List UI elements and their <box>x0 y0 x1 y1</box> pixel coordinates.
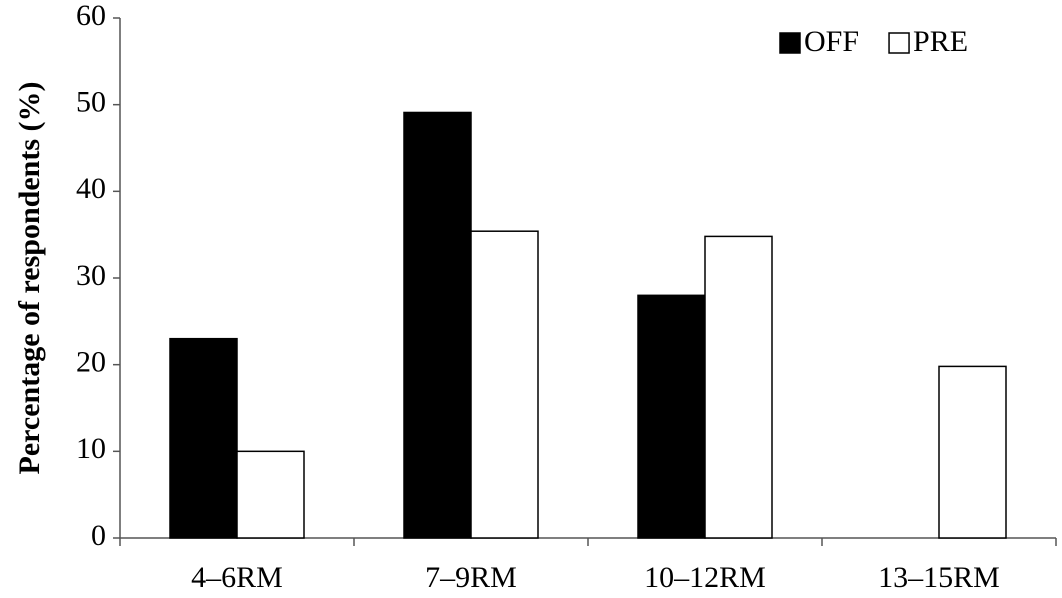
bar <box>938 365 1007 539</box>
bar <box>169 337 238 539</box>
legend-swatch <box>888 32 910 54</box>
x-tick-label: 4–6RM <box>191 561 283 594</box>
bar <box>236 450 305 539</box>
y-tick-label: 40 <box>76 172 106 205</box>
legend-swatch <box>779 32 801 54</box>
y-axis-title: Percentage of respondents (%) <box>13 82 46 475</box>
bar <box>637 294 706 539</box>
y-tick-label: 60 <box>76 0 106 32</box>
y-tick-label: 50 <box>76 86 106 119</box>
y-tick-label: 20 <box>76 346 106 379</box>
x-tick-label: 10–12RM <box>644 561 766 594</box>
bar <box>470 230 539 539</box>
y-tick-label: 0 <box>91 519 106 552</box>
x-tick-label: 7–9RM <box>425 561 517 594</box>
bar <box>704 235 773 539</box>
legend-label: PRE <box>913 25 968 58</box>
legend-label: OFF <box>804 25 859 58</box>
x-tick-label: 13–15RM <box>878 561 1000 594</box>
bar <box>403 111 472 539</box>
y-tick-label: 10 <box>76 432 106 465</box>
y-tick-label: 30 <box>76 259 106 292</box>
